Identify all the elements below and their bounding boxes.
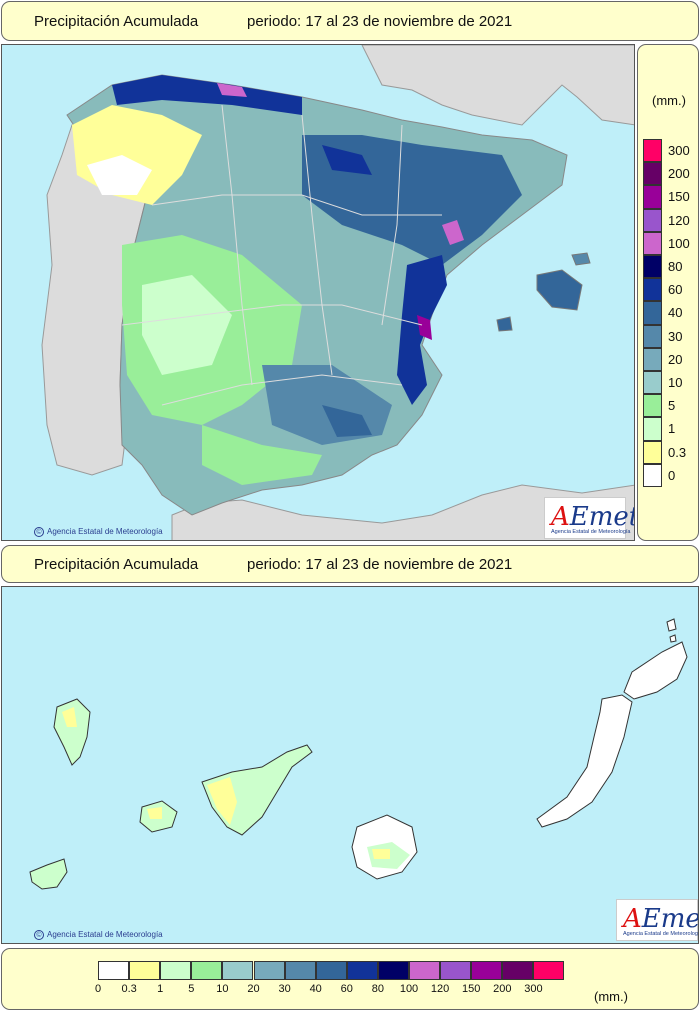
aemet-logo-subtitle: Agencia Estatal de Meteorología (551, 529, 631, 535)
legend-label-1: 1 (668, 421, 676, 437)
legend-label-10: 10 (668, 375, 683, 390)
north-coast-heavy (112, 75, 302, 115)
legend-label-h-40: 40 (309, 983, 322, 995)
legend-swatch-100 (643, 231, 662, 255)
legend-unit: (mm.) (652, 93, 686, 108)
legend-label-h-150: 150 (462, 983, 481, 995)
legend-swatch-h-60 (346, 961, 378, 980)
el-hierro-island (29, 858, 68, 890)
legend-swatch-h-80 (377, 961, 409, 980)
la-palma-island (53, 698, 91, 766)
aemet-logo-canary: AEmet Agencia Estatal de Meteorología (616, 899, 698, 941)
legend-swatch-h-5 (191, 961, 223, 980)
legend-swatch-60 (643, 278, 662, 302)
credit-text-canary: © Agencia Estatal de Meteorología (34, 930, 163, 940)
legend-label-30: 30 (668, 328, 683, 344)
credit-text: © Agencia Estatal de Meteorología (34, 527, 163, 537)
legend-label-h-120: 120 (430, 983, 450, 995)
legend-swatch-h-200 (502, 961, 534, 980)
legend-swatch-h-150 (471, 961, 503, 980)
canary-islands-map: ©Agencia Estatal de Meteorología AEmet A… (1, 586, 699, 944)
legend-swatch-h-300 (533, 961, 565, 980)
legend-label-h-100: 100 (399, 983, 419, 995)
legend-swatch-h-120 (440, 961, 472, 980)
map-title: Precipitación Acumulada (34, 13, 199, 30)
legend-swatch-40 (643, 301, 662, 325)
legend-swatch-150 (643, 185, 662, 209)
legend-swatch-h-20 (253, 961, 285, 980)
aemet-wordmark: AEmet (623, 904, 698, 934)
copyright-icon: © (34, 527, 44, 537)
legend-label-60: 60 (668, 282, 683, 298)
fuerteventura-island (536, 694, 633, 828)
legend-swatch-h-100 (409, 961, 441, 980)
canary-map-period: periodo: 17 al 23 de noviembre de 2021 (247, 556, 513, 573)
legend-label-h-0: 0 (94, 983, 102, 995)
legend-swatch-h-30 (284, 961, 316, 980)
legend-label-100: 100 (668, 235, 690, 251)
legend-label-h-1: 1 (157, 983, 164, 995)
aemet-wordmark: AEmet (551, 502, 635, 532)
balearic-islands (536, 269, 583, 311)
legend-label-0.3: 0.3 (668, 444, 687, 460)
legend-label-150: 150 (668, 189, 690, 205)
legend-label-h-60: 60 (340, 983, 353, 995)
legend-swatch-0 (643, 463, 662, 487)
copyright-icon: © (34, 930, 44, 940)
peninsula-map: © Agencia Estatal de Meteorología AEmet A… (1, 44, 635, 541)
map-period: periodo: 17 al 23 de noviembre de 2021 (247, 13, 513, 30)
bottom-title-bar: Precipitación Acumulada periodo: 17 al 2… (1, 545, 699, 583)
legend-label-20: 20 (668, 351, 683, 367)
legend-label-h-10: 10 (216, 983, 229, 995)
legend-label-200: 200 (668, 166, 690, 182)
top-title-bar: Precipitación Acumulada periodo: 17 al 2… (1, 1, 699, 41)
legend-label-h-200: 200 (493, 983, 512, 995)
legend-label-80: 80 (668, 259, 683, 274)
africa-landmass (171, 484, 634, 540)
legend-swatch-h-40 (315, 961, 347, 980)
legend-swatch-30 (643, 324, 662, 348)
legend-label-5: 5 (668, 398, 676, 414)
legend-swatch-120 (643, 208, 662, 232)
legend-swatch-h-1 (160, 961, 192, 980)
aemet-logo: AEmet Agencia Estatal de Meteorología (544, 497, 634, 539)
legend-swatch-80 (643, 255, 662, 279)
france-landmass (361, 45, 634, 126)
legend-swatch-h-10 (222, 961, 254, 980)
legend-label-120: 120 (668, 212, 690, 228)
legend-label-h-5: 5 (188, 983, 195, 995)
legend-swatch-20 (643, 347, 662, 371)
legend-swatch-0.3 (643, 440, 662, 464)
legend-label-40: 40 (668, 305, 683, 321)
legend-swatch-300 (643, 139, 662, 163)
legend-label-0: 0 (668, 467, 676, 483)
legend-swatch-h-0.3 (129, 961, 161, 980)
legend-swatch-10 (643, 371, 662, 395)
legend-swatch-1 (643, 417, 662, 441)
legend-label-h-300: 300 (524, 983, 543, 995)
legend-label-h-80: 80 (371, 983, 385, 995)
legend-swatch-h-0 (98, 961, 130, 980)
legend-swatch-5 (643, 394, 662, 418)
canary-map-title: Precipitación Acumulada (34, 556, 199, 573)
vertical-legend: (mm.) 300 200 150 120 100 80 60 40 30 20 10 5 1 0.3 0 (637, 44, 699, 541)
legend-label-h-30: 30 (278, 983, 291, 995)
legend-label-300: 300 (668, 143, 690, 158)
lanzarote-island (623, 641, 688, 700)
aemet-logo-subtitle: Agencia Estatal de Meteorología (623, 931, 699, 937)
legend-unit-horizontal: (mm.) (594, 989, 628, 1004)
legend-label-h-0.3: 0.3 (121, 983, 137, 995)
legend-swatch-200 (643, 162, 662, 186)
horizontal-legend: 0 0.3 1 5 10 20 30 40 60 80 100 120 150 200 300 (mm.) (1, 948, 699, 1010)
legend-label-h-20: 20 (247, 983, 260, 995)
